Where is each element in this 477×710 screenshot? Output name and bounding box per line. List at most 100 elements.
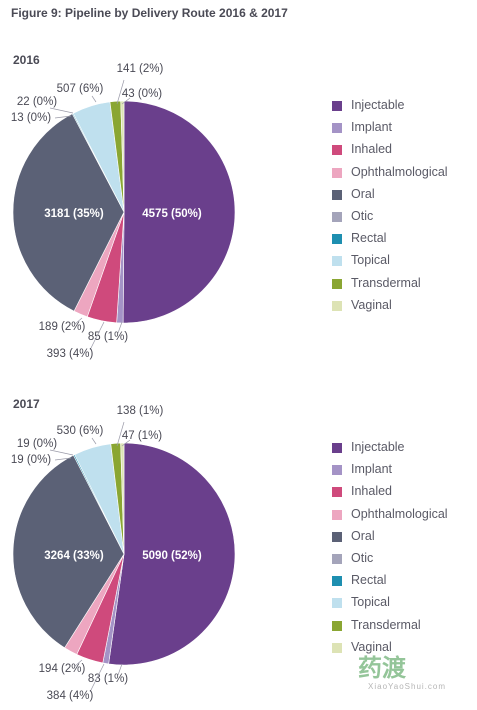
legend-item-rectal: Rectal [332,573,472,595]
data-label-rectal: 13 (0%) [11,112,51,124]
legend-item-oral: Oral [332,187,472,209]
pie-chart-2016: 4575 (50%)85 (1%)393 (4%)189 (2%)3181 (3… [11,63,236,360]
legend-item-otic: Otic [332,209,472,231]
legend-swatch [332,576,342,587]
pie-slice-vaginal [120,100,125,213]
watermark-url: XiaoYaoShui.com [368,682,446,691]
legend-label: Transdermal [351,275,421,290]
legend-label: Transdermal [351,617,421,632]
pie-slice-oral [12,454,125,649]
data-label-rectal: 19 (0%) [11,454,51,466]
data-label-extra-0-leader-line [49,107,74,114]
data-label-vaginal: 43 (0%) [122,88,162,100]
legend-item-transdermal: Transdermal [332,618,472,640]
data-label-inhaled: 393 (4%) [47,348,94,360]
legend-item-topical: Topical [332,595,472,617]
data-label-rectal-leader-line [54,457,72,461]
legend-label: Rectal [351,573,387,588]
data-label-transdermal: 138 (1%) [117,405,164,417]
data-label-inhaled: 384 (4%) [47,690,94,702]
legend-label: Inhaled [351,142,393,157]
legend-label: Implant [351,120,392,135]
legend-label: Oral [351,186,375,201]
data-label-extra-0: 22 (0%) [17,96,57,108]
legend-label: Injectable [351,98,405,112]
data-label-extra-0: 19 (0%) [17,438,57,450]
legend-swatch [332,256,342,267]
data-label-vaginal-leader-line [121,97,131,105]
legend-item-implant: Implant [332,120,472,142]
legend-label: Oral [351,528,375,543]
legend-item-topical: Topical [332,253,472,275]
legend-item-ophthalmological: Ophthalmological [332,507,472,529]
legend-label: Ophthalmological [351,506,448,521]
legend-label: Inhaled [351,484,393,499]
data-label-vaginal: 47 (1%) [122,430,162,442]
pie-slice-oral [12,113,125,312]
legend-item-injectable: Injectable [332,98,472,120]
pie-slice-injectable [122,100,236,324]
legend-swatch [332,189,342,200]
data-label-transdermal-leader-line [116,79,125,105]
legend-label: Vaginal [351,639,392,654]
data-label-inhaled-leader-line [89,663,105,693]
legend-item-vaginal: Vaginal [332,640,472,662]
legend-swatch [332,598,342,609]
legend-label: Injectable [351,440,405,454]
legend-swatch [332,509,342,520]
legend-swatch [332,145,342,156]
data-label-transdermal: 141 (2%) [117,63,164,75]
legend-item-implant: Implant [332,462,472,484]
data-label-ophthalmological: 189 (2%) [39,321,86,333]
data-label-ophthalmological-leader-line [74,317,83,325]
data-label-oral: 3264 (33%) [44,550,104,562]
legend-item-ophthalmological: Ophthalmological [332,165,472,187]
legend-label: Implant [351,462,392,477]
legend-swatch [332,123,342,134]
legend-swatch [332,211,342,222]
legend-label: Topical [351,595,390,610]
figure-title: Figure 9: Pipeline by Delivery Route 201… [11,6,288,20]
legend-label: Ophthalmological [351,164,448,179]
data-label-rectal-leader-line [54,115,72,119]
watermark-logo: 药渡 [358,655,406,682]
data-label-ophthalmological: 194 (2%) [39,663,86,675]
legend-2016: Injectable Implant Inhaled Ophthalmological… [332,98,472,320]
legend-label: Rectal [351,231,387,246]
legend-item-rectal: Rectal [332,231,472,253]
legend-label: Otic [351,208,374,223]
data-label-implant-leader-line [117,663,123,676]
data-label-topical: 507 (6%) [57,83,104,95]
year-label-2017: 2017 [13,397,40,411]
data-label-inhaled-leader-line [89,321,105,351]
legend-item-injectable: Injectable [332,440,472,462]
legend-label: Topical [351,253,390,268]
pie-slice-injectable [108,442,236,666]
legend-swatch [332,642,342,653]
pie-chart-2017: 5090 (52%) 83 (1%) 384 (4%) 194 (2%) 3264 (3… [11,405,236,702]
legend-item-inhaled: Inhaled [332,484,472,506]
legend-swatch [332,531,342,542]
legend-swatch [332,620,342,631]
legend-item-otic: Otic [332,551,472,573]
year-label-2016: 2016 [13,53,40,67]
data-label-transdermal-leader-line [116,421,125,447]
legend-swatch [332,553,342,564]
data-label-topical-leader-line [91,95,97,103]
data-label-extra-0-leader-line [49,449,74,456]
legend-swatch [332,167,342,178]
legend-swatch [332,443,342,453]
legend-swatch [332,101,342,111]
pie-slice-vaginal [120,442,125,555]
legend-item-transdermal: Transdermal [332,276,472,298]
legend-item-oral: Oral [332,529,472,551]
data-label-injectable: 5090 (52%) [142,550,202,562]
legend-label: Vaginal [351,297,392,312]
legend-swatch [332,300,342,311]
data-label-oral: 3181 (35%) [44,208,104,220]
legend-label: Otic [351,550,374,565]
legend-item-inhaled: Inhaled [332,142,472,164]
data-label-implant: 83 (1%) [88,673,128,685]
data-label-injectable: 4575 (50%) [142,208,202,220]
